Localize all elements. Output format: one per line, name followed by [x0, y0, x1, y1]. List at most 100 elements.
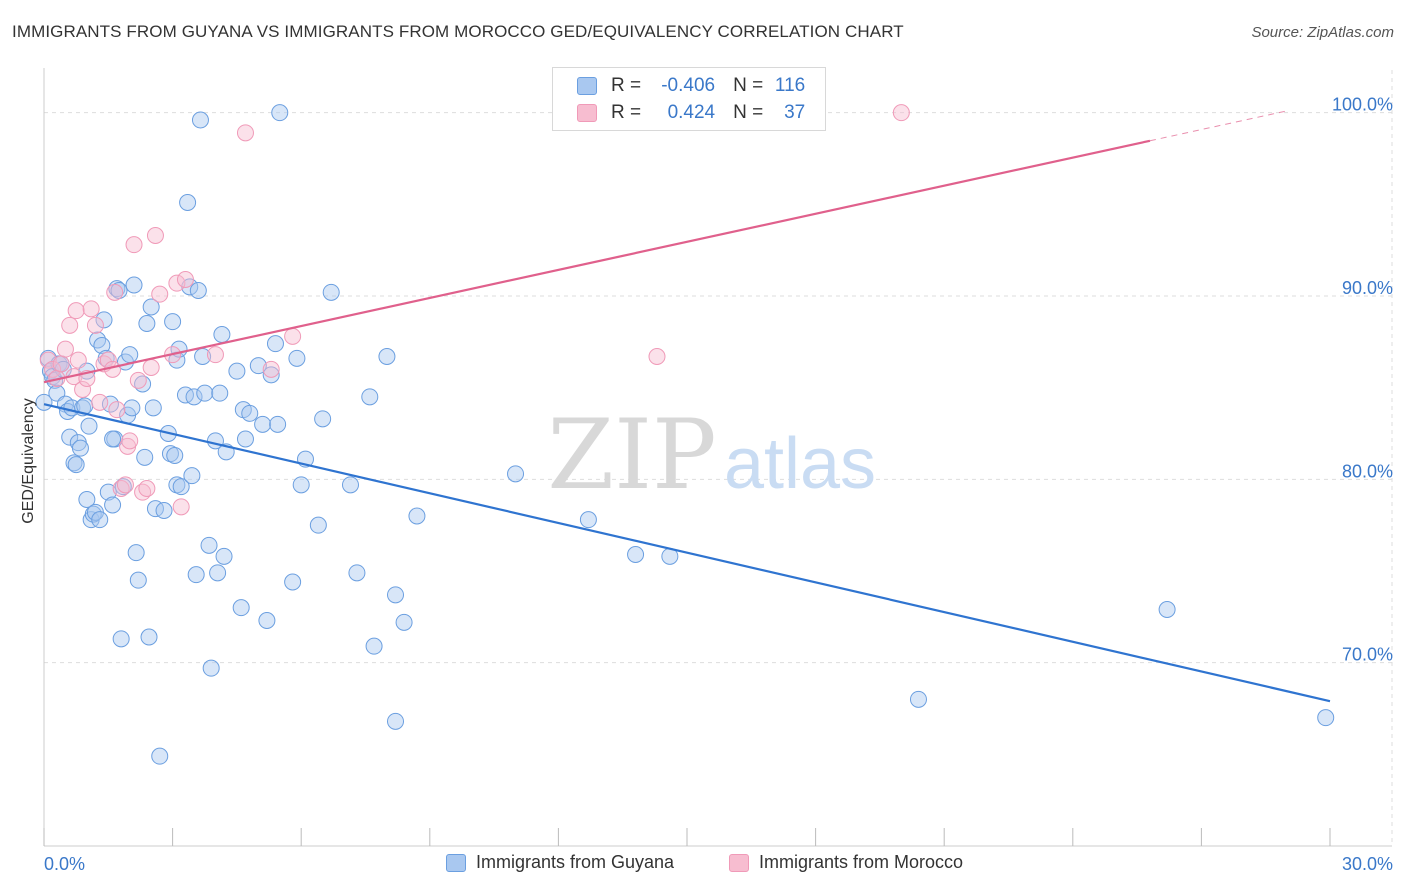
point-morocco: [146, 227, 164, 244]
y-tick-label: 70.0%: [1342, 645, 1393, 665]
point-guyana: [91, 511, 109, 529]
watermark-zip: ZIP: [547, 399, 716, 511]
point-guyana: [166, 447, 184, 464]
point-guyana: [378, 348, 396, 365]
x-tick-label-min: 0.0%: [44, 854, 85, 874]
point-guyana: [155, 502, 173, 519]
point-morocco: [168, 274, 186, 292]
point-guyana: [35, 393, 53, 411]
guyana-swatch: [577, 77, 597, 95]
point-morocco: [236, 124, 254, 142]
point-morocco: [39, 351, 57, 369]
r-label: R =: [611, 102, 642, 123]
point-guyana: [249, 357, 267, 375]
point-guyana: [142, 298, 160, 316]
point-guyana: [179, 194, 197, 211]
point-morocco: [44, 360, 62, 378]
point-guyana: [176, 386, 194, 404]
point-morocco: [56, 340, 74, 358]
morocco-swatch: [729, 853, 749, 872]
point-guyana: [211, 384, 229, 402]
point-guyana: [284, 573, 302, 591]
point-guyana: [185, 388, 203, 406]
point-guyana: [314, 410, 332, 428]
point-guyana: [123, 399, 141, 417]
y-tick-label: 100.0%: [1332, 95, 1393, 115]
point-guyana: [104, 430, 122, 448]
watermark-atlas: atlas: [724, 424, 876, 504]
point-morocco: [106, 283, 124, 301]
point-guyana: [95, 311, 113, 329]
point-guyana: [361, 388, 379, 406]
watermark: ZIP atlas: [547, 399, 876, 511]
point-morocco: [74, 381, 92, 398]
point-guyana: [99, 483, 117, 501]
legend-row-guyana: R = -0.406 N = 116: [577, 73, 805, 99]
point-guyana: [144, 399, 162, 417]
chart-title: IMMIGRANTS FROM GUYANA VS IMMIGRANTS FRO…: [12, 22, 904, 41]
point-guyana: [67, 456, 85, 474]
legend-item-morocco: Immigrants from Morocco: [729, 852, 963, 873]
point-guyana: [110, 282, 128, 299]
point-morocco: [142, 359, 160, 376]
point-guyana: [254, 415, 272, 433]
point-guyana: [395, 613, 413, 631]
point-morocco: [262, 360, 280, 378]
point-guyana: [183, 467, 201, 485]
point-guyana: [258, 612, 276, 629]
point-guyana: [93, 337, 111, 354]
point-guyana: [322, 283, 340, 301]
point-morocco: [69, 351, 87, 369]
point-guyana: [1158, 601, 1176, 618]
point-morocco: [125, 236, 143, 254]
point-guyana: [112, 630, 130, 648]
point-guyana: [151, 747, 169, 765]
point-morocco: [91, 393, 109, 411]
point-guyana: [1317, 709, 1335, 727]
point-morocco: [61, 316, 79, 334]
point-guyana: [121, 346, 139, 364]
y-tick-label: 90.0%: [1342, 278, 1393, 298]
point-guyana: [172, 478, 190, 496]
point-guyana: [292, 476, 310, 494]
point-guyana: [365, 637, 383, 655]
tick-labels: 70.0% 80.0% 90.0% 100.0% 0.0% 30.0% GED/Equiva…: [20, 95, 1393, 874]
point-guyana: [341, 476, 359, 494]
point-guyana: [129, 571, 147, 589]
point-guyana: [269, 415, 287, 433]
trend-lines: [43, 110, 1331, 703]
n-label: N =: [733, 75, 764, 96]
point-morocco: [82, 300, 100, 318]
point-guyana: [209, 564, 227, 582]
point-guyana: [909, 690, 927, 708]
point-guyana: [61, 428, 79, 446]
legend-label-morocco: Immigrants from Morocco: [759, 852, 964, 872]
point-guyana: [191, 111, 209, 129]
r-value-morocco: 0.424: [667, 102, 716, 123]
point-morocco: [108, 401, 126, 419]
point-morocco: [86, 316, 104, 334]
point-guyana: [241, 404, 259, 422]
guyana-swatch: [446, 853, 466, 872]
legend-label-guyana: Immigrants from Guyana: [476, 852, 675, 872]
n-value-morocco: 37: [784, 102, 806, 123]
point-guyana: [164, 313, 182, 331]
morocco-swatch: [577, 104, 597, 122]
point-guyana: [140, 628, 158, 646]
point-guyana: [387, 712, 405, 730]
point-guyana: [579, 511, 597, 529]
point-guyana: [71, 439, 89, 457]
point-guyana: [348, 564, 366, 582]
point-morocco: [648, 348, 666, 365]
point-guyana: [202, 659, 220, 677]
point-guyana: [125, 276, 143, 294]
point-guyana: [507, 465, 525, 483]
point-morocco: [284, 327, 302, 345]
point-morocco: [176, 271, 194, 288]
trend-line-morocco: [43, 139, 1151, 384]
point-guyana: [136, 448, 154, 466]
point-guyana: [138, 315, 156, 332]
point-guyana: [228, 362, 246, 380]
point-morocco: [52, 355, 70, 373]
y-tick-label: 80.0%: [1342, 461, 1393, 481]
